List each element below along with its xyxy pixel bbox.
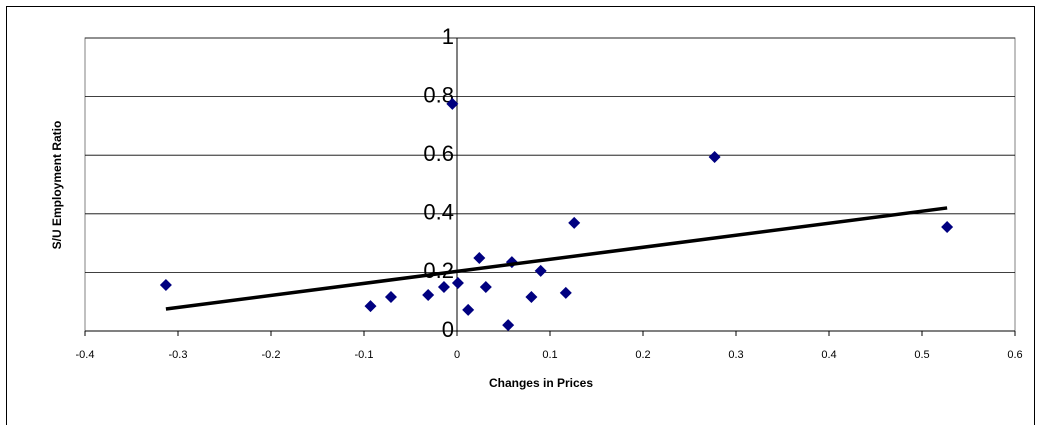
point [437,281,450,294]
plot-area [84,37,1016,332]
x-tick-label: -0.3 [169,349,188,361]
y-tick-label: 1 [442,24,454,49]
point [479,281,492,294]
x-tick-label: -0.4 [76,349,95,361]
trendline [165,206,948,311]
x-tick-label: 0.4 [821,349,836,361]
point [384,291,397,304]
point [502,319,515,332]
y-tick-label: 0.4 [423,200,454,225]
point [473,252,486,265]
y-axis-title: S/U Employment Ratio [50,121,64,250]
point [462,303,475,316]
y-tick-label: 0 [442,317,454,342]
point [451,276,464,289]
point [446,97,459,110]
x-tick-label: 0.5 [914,349,929,361]
x-tick-label: 0.6 [1007,349,1022,361]
y-tick-label: 0.6 [423,141,454,166]
point [568,216,581,229]
point [941,220,954,233]
x-tick-label: 0.1 [542,349,557,361]
point [708,150,721,163]
x-tick-label: 0.2 [635,349,650,361]
point [534,264,547,277]
point [422,288,435,301]
x-tick-label: 0.3 [728,349,743,361]
point [159,278,172,291]
point [364,300,377,313]
x-tick-label: -0.2 [262,349,281,361]
point [559,286,572,299]
point [525,291,538,304]
x-tick-label: -0.1 [355,349,374,361]
x-tick-label: 0 [454,349,460,361]
x-axis-title: Changes in Prices [489,376,593,390]
